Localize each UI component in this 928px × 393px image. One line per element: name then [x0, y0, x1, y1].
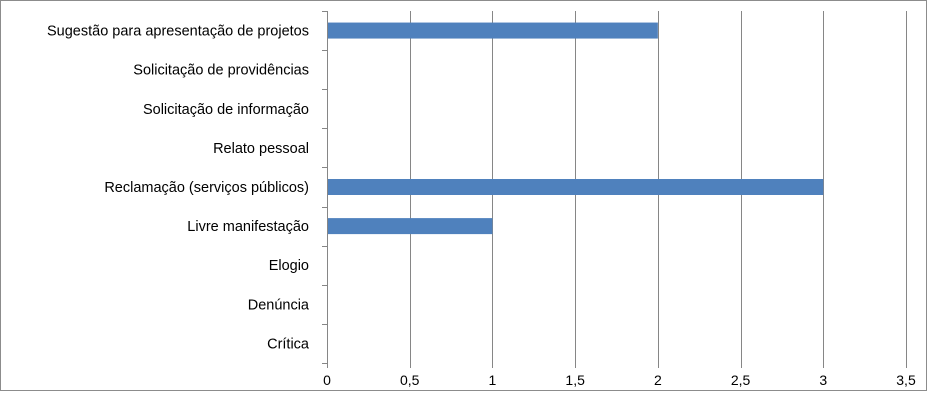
x-tick-labels: 0 0,5 1 1,5 2 2,5 3 3,5: [323, 372, 916, 388]
x-tick-label: 2: [654, 372, 662, 388]
category-label: Livre manifestação: [187, 219, 309, 235]
x-tick-label: 2,5: [731, 372, 751, 388]
category-label: Crítica: [267, 336, 310, 352]
x-tick-label: 3,5: [896, 372, 916, 388]
x-tick-label: 0,5: [400, 372, 420, 388]
category-label: Denúncia: [248, 297, 310, 313]
category-label: Solicitação de providências: [133, 63, 309, 79]
bars: [327, 22, 824, 235]
bar: [327, 22, 658, 39]
bar: [327, 179, 824, 195]
category-label: Elogio: [269, 258, 309, 274]
category-label: Sugestão para apresentação de projetos: [47, 24, 309, 40]
x-tick-label: 0: [323, 372, 331, 388]
bar: [327, 218, 493, 235]
category-label: Solicitação de informação: [143, 102, 309, 118]
x-tick-label: 1,5: [565, 372, 585, 388]
axes: [322, 11, 907, 368]
category-label: Reclamação (serviços públicos): [104, 180, 309, 196]
category-label: Relato pessoal: [213, 141, 309, 157]
x-tick-label: 1: [489, 372, 497, 388]
x-tick-label: 3: [819, 372, 827, 388]
category-labels: Sugestão para apresentação de projetos So…: [47, 24, 310, 353]
